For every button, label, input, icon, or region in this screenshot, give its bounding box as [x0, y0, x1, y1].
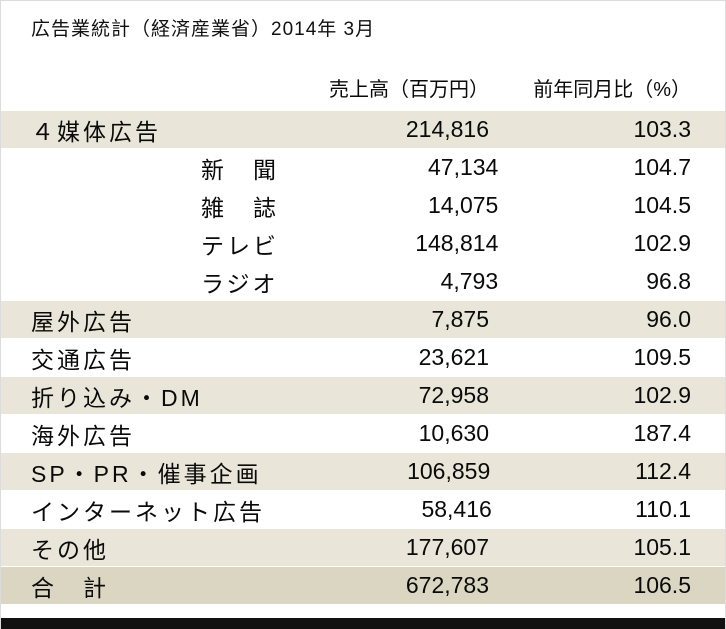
yoy-value: 104.7 — [633, 154, 691, 180]
sales-value: 106,859 — [407, 458, 491, 484]
row-label: ４媒体広告 — [31, 118, 161, 145]
bottom-bar — [1, 618, 725, 629]
sales-value: 10,630 — [418, 420, 489, 446]
table-row: 新 聞 47,134 104.7 — [1, 149, 725, 187]
row-label: 雑 誌 — [201, 194, 279, 221]
yoy-value: 103.3 — [633, 116, 691, 142]
yoy-value: 102.9 — [633, 230, 691, 256]
sales-value: 177,607 — [405, 534, 489, 560]
table-header: 売上高（百万円） 前年同月比（%） — [1, 57, 725, 111]
sales-value: 214,816 — [405, 116, 489, 142]
yoy-value: 96.0 — [646, 306, 691, 332]
row-label: 新 聞 — [201, 156, 279, 183]
table-row: 雑 誌 14,075 104.5 — [1, 187, 725, 225]
row-label: 交通広告 — [31, 346, 135, 373]
sales-value: 148,814 — [415, 230, 499, 256]
table-row: その他 177,607 105.1 — [1, 529, 725, 567]
yoy-value: 109.5 — [633, 344, 691, 370]
yoy-value: 104.5 — [633, 192, 691, 218]
yoy-value: 102.9 — [633, 382, 691, 408]
sales-value: 58,416 — [421, 496, 492, 522]
yoy-value: 110.1 — [635, 496, 691, 522]
row-label: 合 計 — [31, 574, 109, 601]
yoy-value: 105.1 — [633, 534, 691, 560]
table-row: ４媒体広告 214,816 103.3 — [1, 111, 725, 149]
column-header-sales: 売上高（百万円） — [329, 79, 489, 101]
yoy-value: 96.8 — [646, 268, 691, 294]
sales-value: 72,958 — [418, 382, 489, 408]
column-header-yoy: 前年同月比（%） — [533, 79, 691, 101]
sales-value: 47,134 — [428, 154, 499, 180]
table-row: ラジオ 4,793 96.8 — [1, 263, 725, 301]
sales-value: 4,793 — [440, 268, 499, 294]
table-row: 海外広告 10,630 187.4 — [1, 415, 725, 453]
table-row: SP・PR・催事企画 106,859 112.4 — [1, 453, 725, 491]
row-label: その他 — [31, 536, 109, 563]
table-row: 交通広告 23,621 109.5 — [1, 339, 725, 377]
table-row-total: 合 計 672,783 106.5 — [1, 567, 725, 605]
row-label: ラジオ — [201, 270, 279, 297]
yoy-value: 112.4 — [635, 458, 691, 484]
yoy-value: 106.5 — [633, 572, 691, 598]
sales-value: 672,783 — [405, 572, 489, 598]
row-label: インターネット広告 — [31, 498, 265, 525]
table-row: 折り込み・DM 72,958 102.9 — [1, 377, 725, 415]
page-title: 広告業統計（経済産業省）2014年 3月 — [31, 19, 376, 40]
sales-value: 14,075 — [428, 192, 499, 218]
row-label: テレビ — [201, 232, 279, 259]
row-label: SP・PR・催事企画 — [31, 460, 262, 487]
row-label: 海外広告 — [31, 422, 135, 449]
sales-value: 23,621 — [418, 344, 489, 370]
row-label: 折り込み・DM — [31, 384, 203, 411]
yoy-value: 187.4 — [633, 420, 691, 446]
row-label: 屋外広告 — [31, 308, 135, 335]
table-row: テレビ 148,814 102.9 — [1, 225, 725, 263]
table-row: 屋外広告 7,875 96.0 — [1, 301, 725, 339]
table-row: インターネット広告 58,416 110.1 — [1, 491, 725, 529]
sales-value: 7,875 — [431, 306, 489, 332]
